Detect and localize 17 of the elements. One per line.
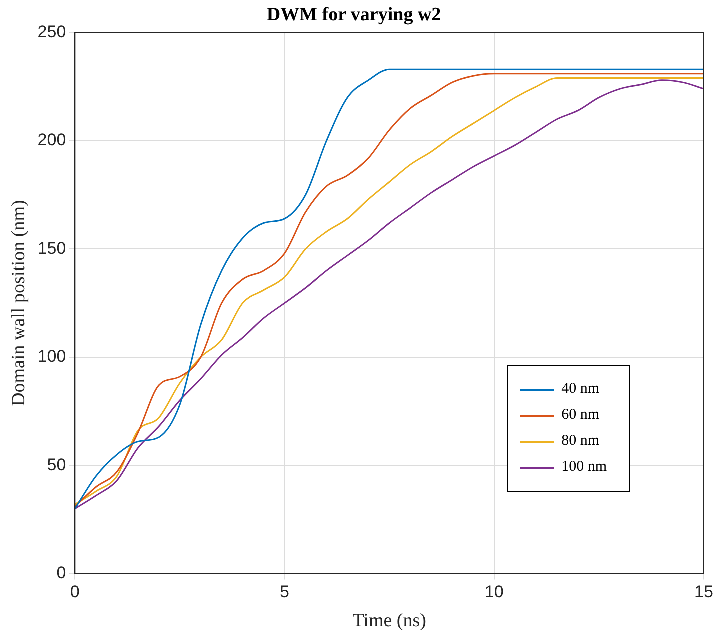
y-tick-label: 100 <box>38 347 66 366</box>
y-tick-label: 250 <box>38 22 66 42</box>
x-tick-label: 10 <box>484 582 504 602</box>
x-axis-title: Time (ns) <box>352 610 426 632</box>
legend-label: 40 nm <box>562 381 600 398</box>
x-tick-label: 15 <box>694 582 714 602</box>
y-tick-label: 200 <box>38 130 66 150</box>
y-tick-label: 150 <box>38 238 66 258</box>
y-tick-label: 50 <box>47 455 66 474</box>
y-tick-label: 0 <box>56 563 66 582</box>
x-tick-label: 5 <box>280 582 290 602</box>
x-tick-label: 0 <box>70 582 80 602</box>
legend-label: 100 nm <box>562 459 607 476</box>
chart-title: DWM for varying w2 <box>266 4 442 26</box>
y-axis-title: Domain wall position (nm) <box>8 200 30 406</box>
legend-label: 80 nm <box>562 433 600 450</box>
legend-label: 60 nm <box>562 407 600 424</box>
